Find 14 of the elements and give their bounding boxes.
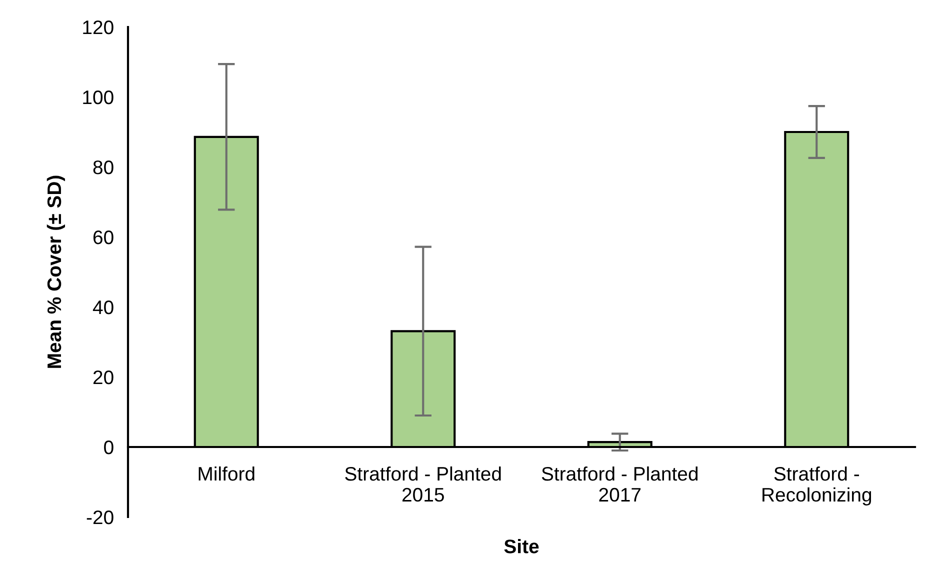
y-tick-label: -20 [86, 510, 114, 524]
x-tick-label: Stratford - Planted 2017 [542, 466, 698, 502]
x-tick-label: Stratford - Recolonizing [762, 466, 872, 506]
y-tick-label: 20 [93, 370, 114, 384]
y-axis-title: Mean % Cover (± SD) [46, 176, 66, 368]
y-tick-label: 40 [92, 300, 114, 314]
x-tick-label: Milford [198, 466, 254, 481]
y-tick-label: 0 [104, 440, 114, 454]
x-axis-title: Site [504, 539, 539, 554]
x-tick-label: Stratford - Planted 2015 [345, 466, 501, 502]
y-tick-label: 100 [83, 90, 114, 104]
y-tick-label: 120 [83, 20, 114, 34]
y-tick-label: 80 [93, 160, 114, 174]
y-tick-label: 60 [93, 230, 114, 244]
